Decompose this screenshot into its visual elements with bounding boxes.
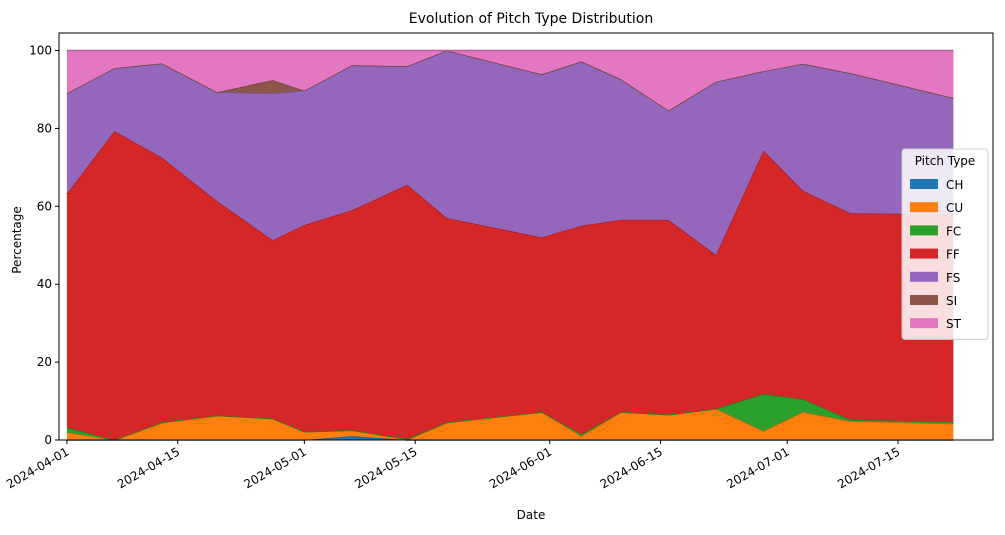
y-tick-label: 40 [37, 277, 52, 291]
legend-label-si: SI [946, 294, 957, 308]
area-series-st [66, 50, 954, 111]
x-axis-label: Date [517, 508, 546, 522]
chart-title: Evolution of Pitch Type Distribution [409, 11, 654, 27]
legend-box [901, 148, 989, 340]
y-tick-label: 80 [37, 121, 52, 135]
y-tick-label: 60 [37, 199, 52, 213]
x-tick-label: 2024-05-01 [241, 444, 308, 491]
y-axis-label: Percentage [10, 206, 24, 274]
area-series-fs [66, 50, 954, 255]
x-tick-label: 2024-04-01 [4, 444, 71, 491]
area-series-ff [66, 131, 954, 440]
legend-label-ff: FF [946, 248, 960, 262]
y-tick-label: 0 [44, 433, 52, 447]
legend-swatch-ff [910, 248, 938, 259]
x-tick-label: 2024-07-15 [835, 444, 902, 491]
y-tick-label: 20 [37, 355, 52, 369]
x-tick-label: 2024-07-01 [724, 444, 791, 491]
legend-title: Pitch Type [915, 154, 976, 168]
legend-swatch-cu [910, 202, 938, 213]
legend: Pitch Type CH CU FC FF FS SI ST [901, 148, 989, 340]
legend-swatch-fs [910, 271, 938, 282]
legend-swatch-ch [910, 179, 938, 189]
legend-swatch-fc [910, 225, 938, 236]
area-series-fc [66, 394, 954, 440]
legend-swatch-si [910, 295, 938, 305]
x-tick-label: 2024-06-15 [598, 444, 665, 491]
plot-frame [58, 32, 994, 441]
legend-swatch-st [910, 318, 938, 329]
legend-label-ch: CH [946, 178, 963, 192]
legend-label-cu: CU [946, 201, 963, 215]
plot-area [66, 49, 954, 441]
legend-label-fc: FC [946, 224, 961, 238]
x-tick-label: 2024-06-01 [487, 444, 554, 491]
x-tick-label: 2024-04-15 [115, 444, 182, 491]
y-tick-label: 100 [29, 44, 52, 58]
legend-label-fs: FS [946, 271, 960, 285]
x-tick-label: 2024-05-15 [352, 444, 419, 491]
legend-label-st: ST [946, 317, 962, 331]
